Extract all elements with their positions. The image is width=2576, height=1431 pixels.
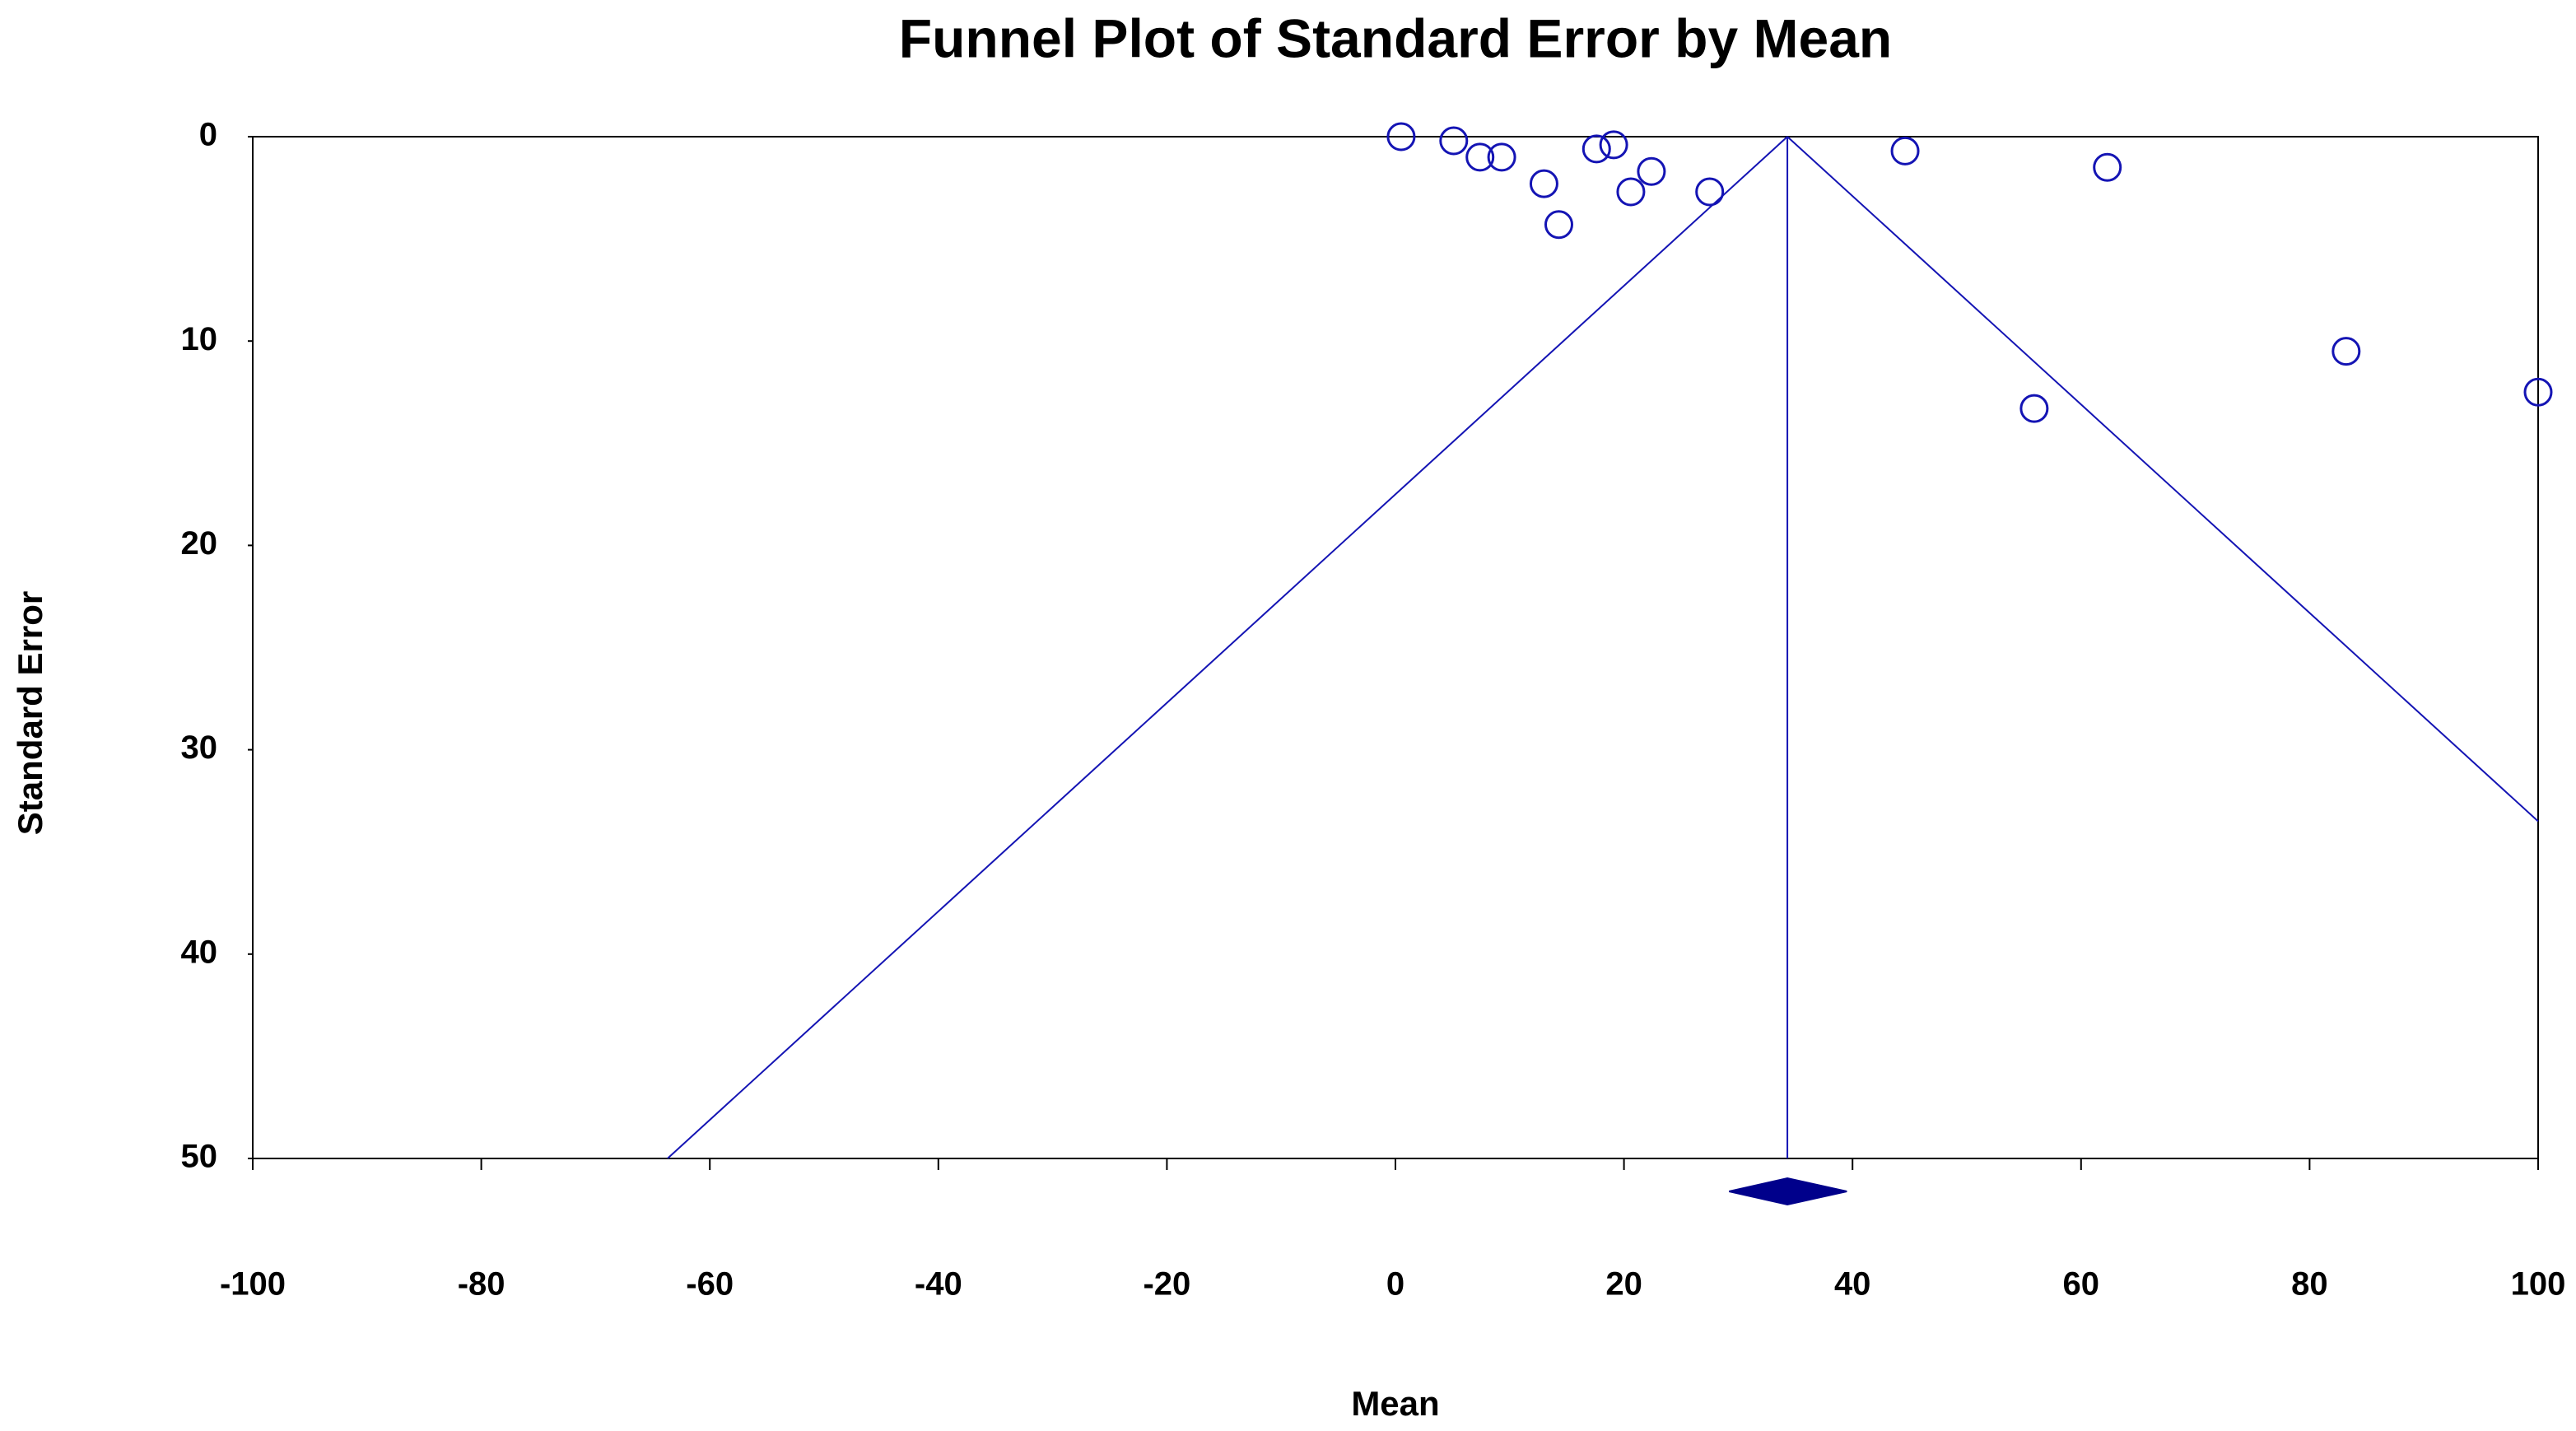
x-tick-label: 0 (1386, 1266, 1404, 1303)
study-point (1439, 126, 1469, 156)
y-tick-label: 10 (181, 321, 218, 357)
study-point (1487, 142, 1516, 172)
study-point (2331, 337, 2361, 366)
x-tick-label: -20 (1143, 1266, 1190, 1303)
study-point (2019, 394, 2049, 423)
study-point (2093, 152, 2122, 182)
study-point (1465, 142, 1495, 172)
study-point (2523, 377, 2553, 407)
chart-title: Funnel Plot of Standard Error by Mean (899, 7, 1892, 68)
y-tick-label: 30 (181, 729, 218, 766)
study-point (1386, 122, 1416, 151)
funnel-line (667, 136, 1788, 1159)
x-tick-label: -60 (686, 1266, 734, 1303)
y-tick-label: 50 (181, 1139, 218, 1175)
study-point (1890, 136, 1920, 165)
study-point (1544, 210, 1573, 240)
funnel-line (1786, 136, 2539, 823)
study-point (1581, 134, 1611, 164)
x-tick-label: 40 (1834, 1266, 1871, 1303)
y-tick-label: 20 (181, 525, 218, 562)
y-tick-label: 0 (199, 117, 217, 153)
study-point (1599, 130, 1628, 160)
x-tick-label: 100 (2511, 1266, 2566, 1303)
y-axis-label: Standard Error (11, 591, 49, 835)
x-tick-label: 60 (2063, 1266, 2100, 1303)
study-point (1616, 177, 1646, 207)
x-tick-label: 80 (2291, 1266, 2328, 1303)
summary-diamond (1729, 1177, 1847, 1206)
x-tick-label: -40 (915, 1266, 962, 1303)
study-point (1637, 156, 1666, 186)
x-axis-label: Mean (1351, 1384, 1439, 1423)
x-tick-label: -80 (458, 1266, 505, 1303)
y-tick-label: 40 (181, 934, 218, 970)
study-point (1695, 177, 1725, 207)
x-tick-label: 20 (1605, 1266, 1642, 1303)
study-point (1529, 169, 1558, 198)
x-tick-label: -100 (220, 1266, 286, 1303)
